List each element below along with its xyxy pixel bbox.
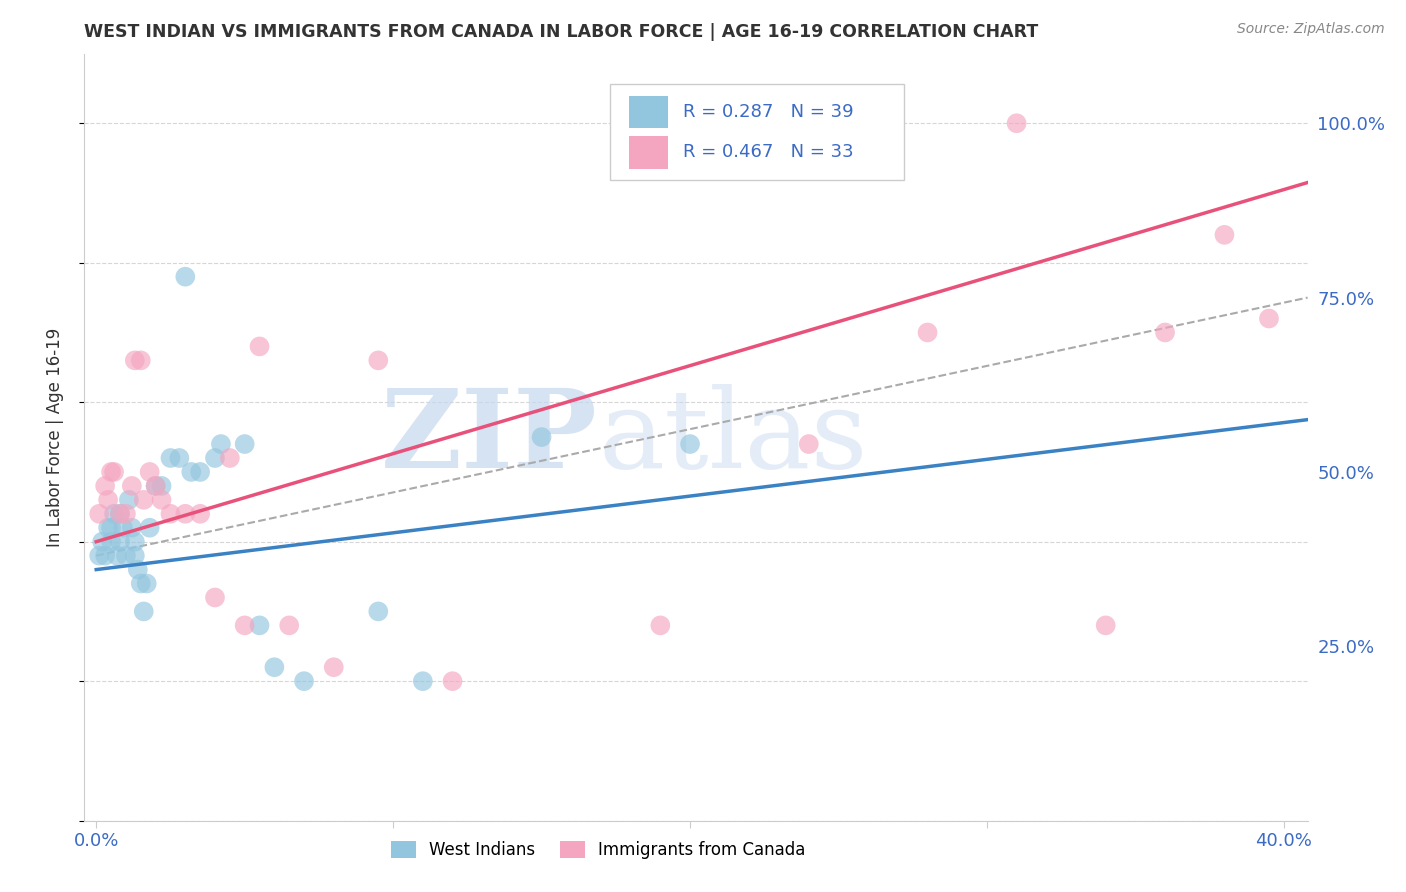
Text: WEST INDIAN VS IMMIGRANTS FROM CANADA IN LABOR FORCE | AGE 16-19 CORRELATION CHA: WEST INDIAN VS IMMIGRANTS FROM CANADA IN… (84, 23, 1039, 41)
Point (103, 465, 125, 479)
Point (1094, 618, 1116, 632)
Point (1258, 311, 1281, 326)
Point (115, 549, 138, 563)
Point (322, 660, 344, 674)
Point (367, 353, 389, 368)
Point (100, 534, 122, 549)
Point (124, 534, 146, 549)
Point (150, 479, 173, 493)
Point (367, 604, 389, 618)
Point (233, 618, 256, 632)
Point (132, 492, 155, 507)
Point (159, 507, 181, 521)
Point (97, 521, 120, 535)
Point (150, 492, 173, 507)
Point (115, 507, 138, 521)
Point (441, 674, 464, 689)
Legend: West Indians, Immigrants from Canada: West Indians, Immigrants from Canada (384, 835, 813, 866)
Point (121, 479, 143, 493)
Text: atlas: atlas (598, 384, 868, 491)
Point (174, 507, 197, 521)
Point (89, 507, 111, 521)
Point (129, 576, 152, 591)
Point (856, 130, 879, 145)
Point (209, 437, 232, 451)
Point (412, 674, 434, 689)
Point (124, 549, 146, 563)
Point (132, 604, 155, 618)
Point (1213, 227, 1236, 242)
FancyBboxPatch shape (610, 84, 904, 180)
Point (145, 479, 167, 493)
Point (94, 479, 117, 493)
Point (917, 326, 939, 340)
Point (797, 437, 820, 451)
Point (278, 618, 301, 632)
Point (100, 465, 122, 479)
Text: R = 0.467   N = 33: R = 0.467 N = 33 (682, 144, 853, 161)
Bar (628, 136, 668, 169)
Point (204, 450, 226, 465)
Point (188, 465, 211, 479)
Point (249, 618, 271, 632)
Text: ZIP: ZIP (381, 384, 598, 491)
Point (204, 591, 226, 605)
Point (108, 507, 131, 521)
Point (103, 507, 125, 521)
Point (118, 492, 141, 507)
Point (108, 507, 131, 521)
Point (89, 549, 111, 563)
Point (174, 269, 197, 284)
Point (138, 465, 160, 479)
Point (111, 521, 134, 535)
Point (249, 339, 271, 353)
Point (105, 549, 128, 563)
Point (292, 674, 315, 689)
Point (129, 353, 152, 368)
Point (108, 534, 131, 549)
Point (1005, 116, 1028, 130)
Bar (628, 95, 668, 128)
Point (263, 660, 285, 674)
Point (138, 521, 160, 535)
Point (180, 465, 202, 479)
Point (233, 437, 256, 451)
Y-axis label: In Labor Force | Age 16-19: In Labor Force | Age 16-19 (45, 327, 63, 547)
Point (169, 450, 191, 465)
Point (679, 437, 702, 451)
Point (159, 450, 181, 465)
Text: R = 0.287   N = 39: R = 0.287 N = 39 (682, 103, 853, 120)
Point (188, 507, 211, 521)
Text: Source: ZipAtlas.com: Source: ZipAtlas.com (1237, 22, 1385, 37)
Point (100, 521, 122, 535)
Point (218, 450, 240, 465)
Point (127, 563, 149, 577)
Point (91, 534, 114, 549)
Point (145, 479, 167, 493)
Point (124, 353, 146, 368)
Point (97, 492, 120, 507)
Point (650, 618, 672, 632)
Point (530, 430, 553, 444)
Point (94, 549, 117, 563)
Point (135, 576, 157, 591)
Point (121, 521, 143, 535)
Point (1154, 326, 1177, 340)
